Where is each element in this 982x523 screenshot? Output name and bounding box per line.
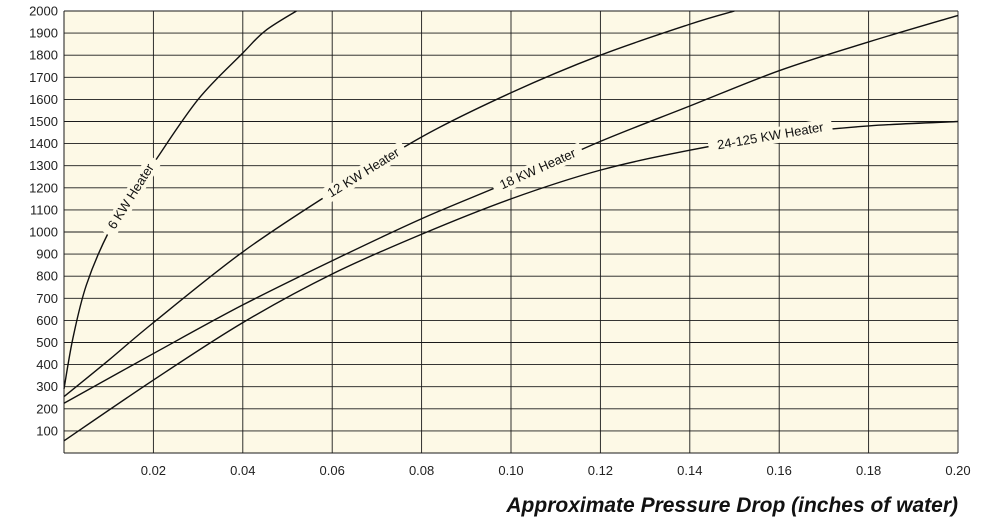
x-tick-label: 0.16 (767, 463, 792, 478)
y-tick-label: 800 (36, 269, 58, 284)
y-tick-label: 1700 (29, 70, 58, 85)
y-tick-label: 400 (36, 357, 58, 372)
x-tick-label: 0.04 (230, 463, 255, 478)
y-tick-label: 300 (36, 379, 58, 394)
x-tick-label: 0.12 (588, 463, 613, 478)
y-tick-label: 1900 (29, 26, 58, 41)
x-tick-label: 0.08 (409, 463, 434, 478)
y-tick-label: 1200 (29, 180, 58, 195)
x-tick-label: 0.14 (677, 463, 702, 478)
y-tick-label: 900 (36, 247, 58, 262)
y-tick-label: 200 (36, 401, 58, 416)
x-tick-label: 0.18 (856, 463, 881, 478)
x-axis-ticks: 0.02 0.04 0.06 0.08 0.10 0.12 0.14 0.16 0.18 0.20 (141, 463, 971, 478)
x-tick-label: 0.06 (320, 463, 345, 478)
y-tick-label: 700 (36, 291, 58, 306)
y-tick-label: 1100 (30, 202, 58, 217)
y-tick-label: 1400 (29, 136, 58, 151)
y-tick-label: 2000 (29, 4, 58, 19)
x-tick-label: 0.10 (498, 463, 523, 478)
y-tick-label: 1300 (29, 158, 58, 173)
y-tick-label: 1000 (29, 225, 58, 240)
y-tick-label: 1800 (29, 48, 58, 63)
x-tick-label: 0.02 (141, 463, 166, 478)
y-tick-label: 100 (36, 423, 58, 438)
x-tick-label: 0.20 (945, 463, 970, 478)
y-axis-ticks: 100 200 300 400 500 600 700 800 900 1000 1100 1200 1… (29, 4, 58, 439)
y-tick-label: 500 (36, 335, 58, 350)
y-tick-label: 1600 (29, 92, 58, 107)
y-tick-label: 1500 (29, 114, 58, 129)
grid (63, 10, 959, 454)
series-label-bg (490, 142, 586, 197)
x-axis-title: Approximate Pressure Drop (inches of wat… (505, 494, 958, 517)
series-label-bg (318, 140, 409, 206)
y-tick-label: 600 (36, 313, 58, 328)
series-label-bg (100, 154, 162, 239)
series-label-bg (707, 117, 834, 155)
